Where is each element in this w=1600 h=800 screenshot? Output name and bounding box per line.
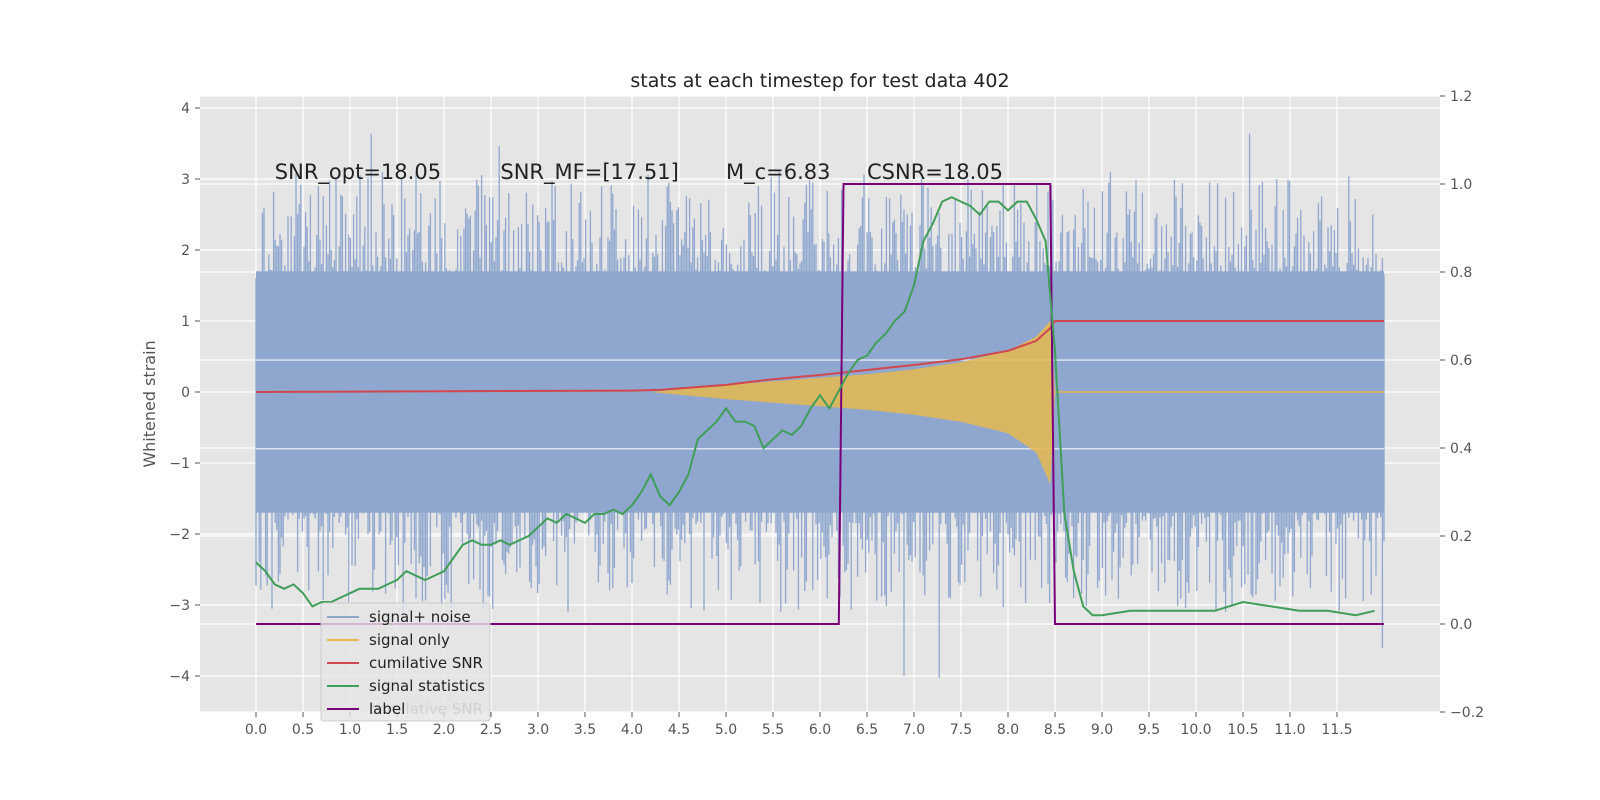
x-tick-label: 0.5 — [292, 722, 314, 738]
y-tick-label-left: 0 — [181, 385, 190, 401]
y-tick-label-left: 1 — [181, 314, 190, 330]
legend-label: cumilative SNR — [369, 654, 483, 672]
annotation-0: SNR_opt=18.05 — [275, 160, 441, 185]
series-cumulative-snr — [255, 320, 1384, 393]
x-tick-label: 2.5 — [480, 722, 502, 738]
x-tick-label: 1.5 — [386, 722, 408, 738]
legend: signal+ noise signal only cumilative SNR si… — [320, 602, 491, 722]
x-tick-label: 3.0 — [527, 722, 549, 738]
annotation-1: SNR_MF=[17.51] — [500, 160, 678, 185]
x-tick-label: 7.0 — [903, 722, 925, 738]
legend-label: signal+ noise — [369, 608, 471, 626]
x-tick-label: 0.0 — [245, 722, 267, 738]
x-tick-label: 5.0 — [715, 722, 737, 738]
y-axis-label: Whitened strain — [140, 340, 159, 467]
series-label — [256, 183, 1384, 625]
legend-box — [320, 602, 491, 722]
y-tick-label-left: 2 — [181, 243, 190, 259]
y-tick-label-left: −1 — [169, 456, 190, 472]
chart-title: stats at each timestep for test data 402 — [630, 70, 1009, 92]
x-tick-label: 11.0 — [1274, 722, 1305, 738]
x-tick-label: 1.0 — [339, 722, 361, 738]
annotations: SNR_opt=18.05 SNR_MF=[17.51] M_c=6.83 CSNR=… — [275, 160, 1003, 185]
legend-label: label — [369, 700, 405, 718]
x-tick-label: 10.0 — [1180, 722, 1211, 738]
x-tick-label: 9.0 — [1091, 722, 1113, 738]
y-tick-label-right: 0.2 — [1450, 529, 1472, 545]
series-signal-statistics — [255, 196, 1375, 617]
annotation-2: M_c=6.83 — [726, 160, 831, 185]
axes: 0.0 0.5 1.0 1.5 2.0 2.5 3.0 3.5 4.0 4.5 5.0 5.5 6.0 6… — [169, 89, 1484, 738]
x-tick-label: 4.0 — [621, 722, 643, 738]
x-tick-label: 4.5 — [668, 722, 690, 738]
x-tick-label: 9.5 — [1138, 722, 1160, 738]
series-signal-only — [650, 321, 1384, 485]
y-tick-label-left: −2 — [169, 527, 190, 543]
y-tick-label-right: −0.2 — [1450, 705, 1484, 721]
y-tick-label-left: 3 — [181, 172, 190, 188]
x-tick-label: 6.0 — [809, 722, 831, 738]
y-tick-label-right: 1.0 — [1450, 177, 1472, 193]
legend-label: signal only — [369, 631, 450, 649]
y-tick-label-left: 4 — [181, 101, 190, 117]
y-tick-label-right: 1.2 — [1450, 89, 1472, 105]
x-tick-label: 10.5 — [1227, 722, 1258, 738]
x-tick-label: 5.5 — [762, 722, 784, 738]
x-tick-label: 3.5 — [574, 722, 596, 738]
legend-label: signal statistics — [369, 677, 485, 695]
y-tick-label-right: 0.4 — [1450, 441, 1472, 457]
x-tick-label: 8.5 — [1044, 722, 1066, 738]
legend-ghost-label: cumilative SNR — [369, 700, 483, 718]
x-tick-label: 11.5 — [1321, 722, 1352, 738]
x-tick-label: 7.5 — [950, 722, 972, 738]
y-tick-label-right: 0.6 — [1450, 353, 1472, 369]
x-tick-label: 6.5 — [856, 722, 878, 738]
series-layer — [255, 133, 1385, 678]
y-tick-label-right: 0.0 — [1450, 617, 1472, 633]
y-tick-label-left: −4 — [169, 669, 190, 685]
x-tick-label: 2.0 — [433, 722, 455, 738]
x-tick-label: 8.0 — [997, 722, 1019, 738]
y-tick-label-right: 0.8 — [1450, 265, 1472, 281]
annotation-3: CSNR=18.05 — [867, 160, 1003, 184]
y-tick-label-left: −3 — [169, 598, 190, 614]
